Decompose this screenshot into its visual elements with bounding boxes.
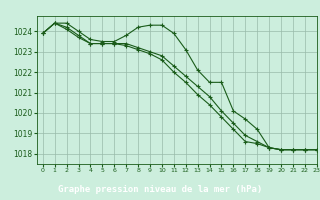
Text: Graphe pression niveau de la mer (hPa): Graphe pression niveau de la mer (hPa): [58, 185, 262, 194]
